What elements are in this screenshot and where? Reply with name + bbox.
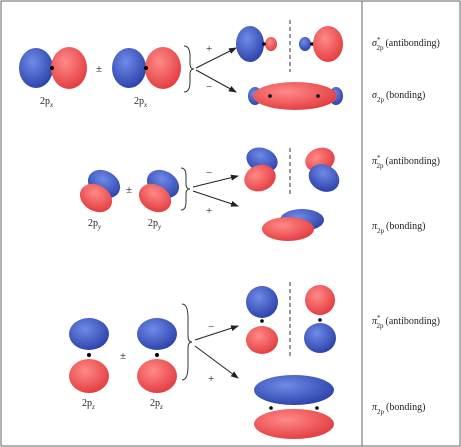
label-part: (bonding) — [386, 90, 425, 101]
label-part: x — [49, 101, 54, 109]
mo-label: π2p(bonding) — [372, 221, 425, 235]
combine-sign: ± — [96, 63, 102, 75]
combine-sign: ± — [120, 350, 126, 362]
mo-label: π2p(bonding) — [372, 402, 425, 416]
ao-label: 2py — [148, 218, 162, 231]
label-part: * — [377, 314, 381, 322]
ao-label: 2pz — [82, 398, 95, 411]
label-part: 2p — [82, 398, 92, 409]
row-sigma — [19, 20, 343, 110]
label-part: 2p — [134, 96, 144, 107]
label-part: 2p — [376, 44, 384, 52]
label-part: * — [377, 36, 381, 44]
label-part: z — [159, 403, 163, 411]
sign-up: − — [206, 167, 212, 179]
sign-down: + — [208, 373, 214, 385]
label-part: (antibonding) — [386, 156, 440, 167]
row-pi-z — [69, 282, 336, 439]
label-part: z — [91, 403, 95, 411]
diagram: 2px 2px ± + − σ*2p(antibonding) σ2p(bond… — [0, 0, 461, 447]
label-part: 2p — [148, 218, 158, 229]
label-part: 2p — [377, 322, 385, 330]
label-part: * — [377, 154, 381, 162]
label-part: y — [97, 223, 102, 231]
sign-up: + — [206, 43, 212, 55]
label-part: 2p — [377, 227, 385, 235]
label-part: 2p — [150, 398, 160, 409]
label-part: 2p — [88, 218, 98, 229]
label-part: 2p — [377, 162, 385, 170]
mo-label: π*2p(antibonding) — [372, 314, 440, 330]
label-part: (bonding) — [386, 221, 425, 232]
ao-label: 2px — [40, 96, 54, 109]
ao-label: 2py — [88, 218, 102, 231]
combine-sign: ± — [126, 184, 132, 196]
label-part: 2p — [377, 408, 385, 416]
mo-label: σ*2p(antibonding) — [372, 36, 440, 52]
label-part: 2p — [377, 96, 385, 104]
label-part: 2p — [40, 96, 50, 107]
ao-label: 2pz — [150, 398, 163, 411]
mo-label: π*2p(antibonding) — [372, 154, 440, 170]
sign-down: + — [206, 205, 212, 217]
mo-label: σ2p(bonding) — [372, 90, 425, 104]
sign-up: − — [208, 321, 214, 333]
label-part: x — [143, 101, 148, 109]
label-part: (bonding) — [386, 402, 425, 413]
label-part: y — [157, 223, 162, 231]
label-part: (antibonding) — [385, 38, 439, 49]
sign-down: − — [206, 81, 212, 93]
ao-label: 2px — [134, 96, 148, 109]
row-pi-y — [75, 143, 345, 241]
label-part: (antibonding) — [386, 316, 440, 327]
